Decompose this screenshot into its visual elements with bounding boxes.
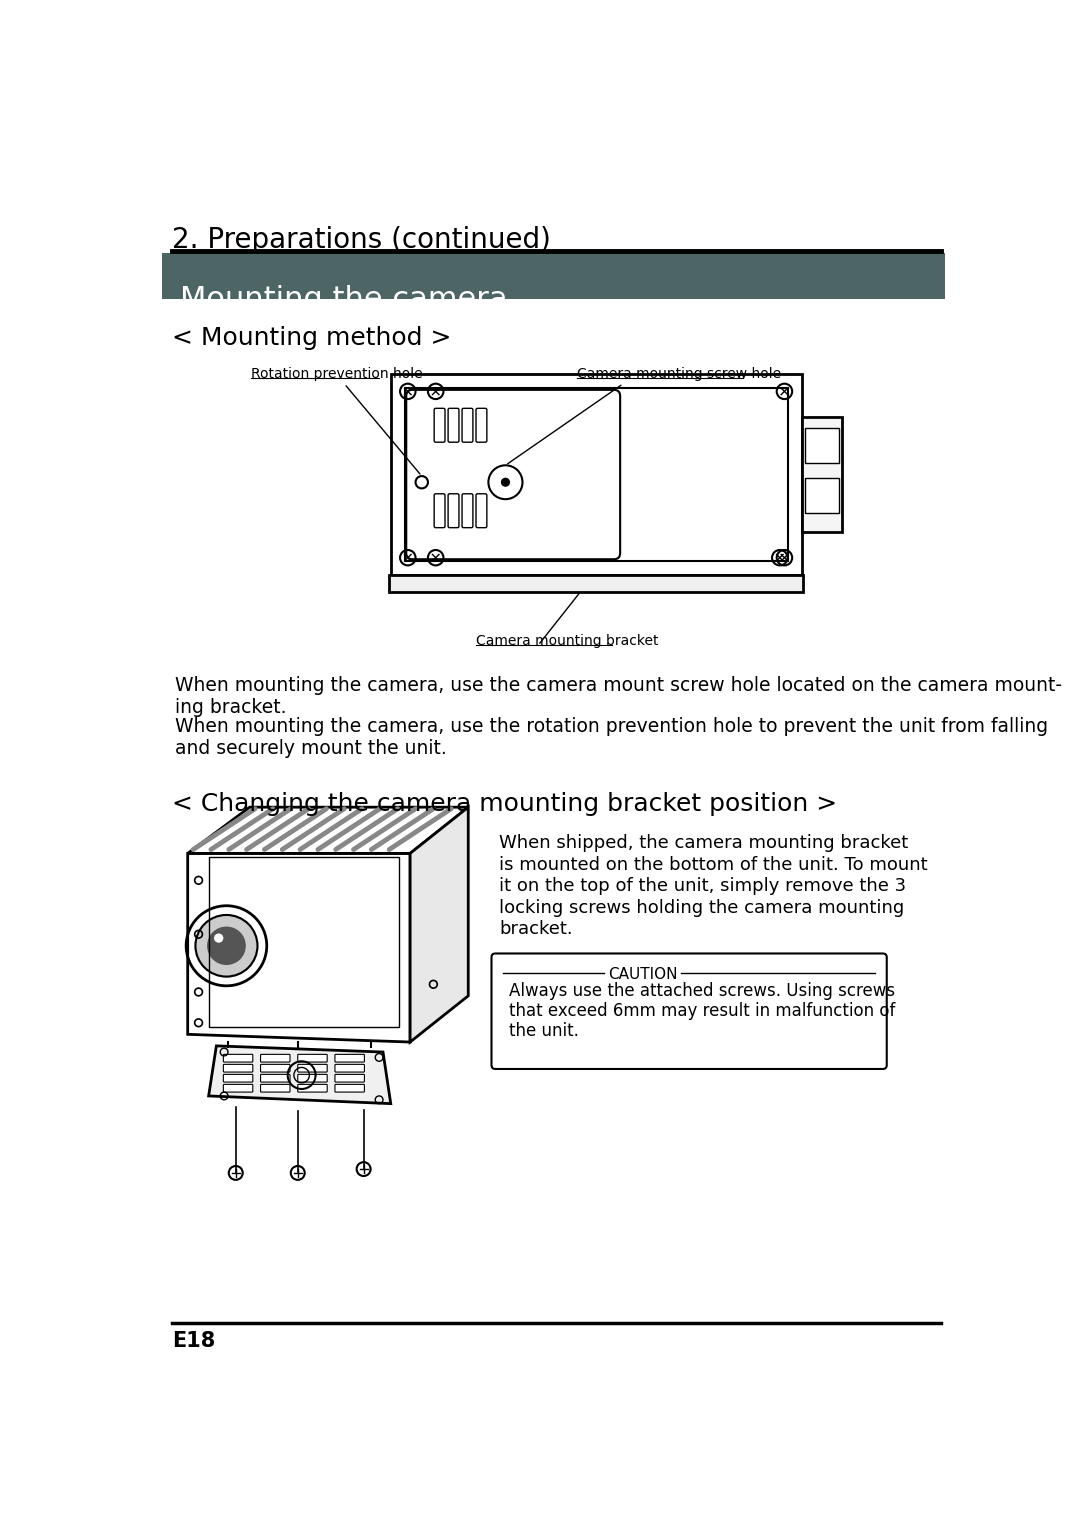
FancyBboxPatch shape xyxy=(260,1075,291,1083)
Text: the unit.: the unit. xyxy=(510,1021,579,1040)
Bar xyxy=(801,417,841,532)
Bar xyxy=(405,388,787,561)
FancyBboxPatch shape xyxy=(462,408,473,442)
Text: it on the top of the unit, simply remove the 3: it on the top of the unit, simply remove… xyxy=(499,878,906,896)
FancyBboxPatch shape xyxy=(260,1064,291,1072)
Text: Rotation prevention hole: Rotation prevention hole xyxy=(252,367,423,381)
FancyBboxPatch shape xyxy=(448,494,459,528)
FancyBboxPatch shape xyxy=(491,954,887,1069)
Circle shape xyxy=(195,914,257,977)
Text: When mounting the camera, use the camera mount screw hole located on the camera : When mounting the camera, use the camera… xyxy=(175,676,1063,696)
Text: ing bracket.: ing bracket. xyxy=(175,697,287,717)
FancyBboxPatch shape xyxy=(434,494,445,528)
Text: When mounting the camera, use the rotation prevention hole to prevent the unit f: When mounting the camera, use the rotati… xyxy=(175,717,1049,735)
FancyBboxPatch shape xyxy=(476,494,487,528)
Text: locking screws holding the camera mounting: locking screws holding the camera mounti… xyxy=(499,899,905,917)
FancyBboxPatch shape xyxy=(476,408,487,442)
FancyBboxPatch shape xyxy=(298,1075,327,1083)
FancyBboxPatch shape xyxy=(224,1055,253,1063)
FancyBboxPatch shape xyxy=(298,1084,327,1092)
Text: Always use the attached screws. Using screws: Always use the attached screws. Using sc… xyxy=(510,982,895,1000)
FancyBboxPatch shape xyxy=(335,1084,364,1092)
FancyBboxPatch shape xyxy=(406,390,620,560)
Circle shape xyxy=(207,927,246,965)
Polygon shape xyxy=(188,807,469,853)
Text: E18: E18 xyxy=(172,1330,215,1350)
Text: When shipped, the camera mounting bracket: When shipped, the camera mounting bracke… xyxy=(499,835,908,852)
Text: bracket.: bracket. xyxy=(499,920,572,939)
FancyBboxPatch shape xyxy=(448,408,459,442)
FancyBboxPatch shape xyxy=(224,1084,253,1092)
Text: Camera mounting bracket: Camera mounting bracket xyxy=(476,635,659,648)
Text: Mounting the camera: Mounting the camera xyxy=(180,284,508,313)
Text: < Mounting method >: < Mounting method > xyxy=(172,326,451,350)
FancyBboxPatch shape xyxy=(335,1064,364,1072)
Circle shape xyxy=(501,479,510,486)
Bar xyxy=(391,375,801,575)
Bar xyxy=(162,252,945,300)
FancyBboxPatch shape xyxy=(260,1084,291,1092)
Bar xyxy=(208,858,399,1026)
Text: is mounted on the bottom of the unit. To mount: is mounted on the bottom of the unit. To… xyxy=(499,856,928,873)
Bar xyxy=(805,428,839,463)
FancyBboxPatch shape xyxy=(335,1075,364,1083)
Circle shape xyxy=(214,934,224,943)
Text: 2. Preparations (continued): 2. Preparations (continued) xyxy=(172,226,551,254)
Text: < Changing the camera mounting bracket position >: < Changing the camera mounting bracket p… xyxy=(172,792,837,816)
FancyBboxPatch shape xyxy=(224,1064,253,1072)
Text: CAUTION: CAUTION xyxy=(608,966,677,982)
FancyBboxPatch shape xyxy=(298,1064,327,1072)
Polygon shape xyxy=(410,807,469,1043)
Text: Camera mounting screw hole: Camera mounting screw hole xyxy=(577,367,781,381)
FancyBboxPatch shape xyxy=(335,1055,364,1063)
Text: and securely mount the unit.: and securely mount the unit. xyxy=(175,739,447,758)
Polygon shape xyxy=(188,853,410,1043)
Text: that exceed 6mm may result in malfunction of: that exceed 6mm may result in malfunctio… xyxy=(510,1001,895,1020)
FancyBboxPatch shape xyxy=(434,408,445,442)
Bar xyxy=(805,479,839,514)
FancyBboxPatch shape xyxy=(298,1055,327,1063)
Bar xyxy=(389,575,804,592)
FancyBboxPatch shape xyxy=(462,494,473,528)
Polygon shape xyxy=(208,1046,391,1104)
FancyBboxPatch shape xyxy=(260,1055,291,1063)
FancyBboxPatch shape xyxy=(224,1075,253,1083)
